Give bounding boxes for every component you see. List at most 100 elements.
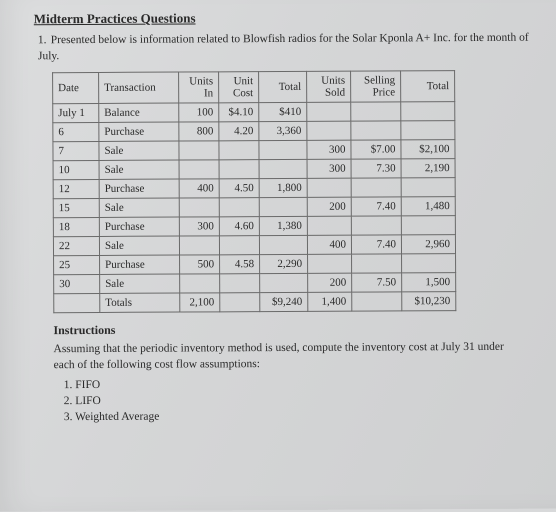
cell-transaction: Sale [99,160,179,179]
instructions-heading: Instructions [53,321,535,339]
cell-total-out: 1,500 [402,273,456,292]
cell-date [54,293,100,312]
cell-total-in: 1,380 [259,216,307,235]
cell-units-in [180,274,220,293]
cell-transaction: Sale [99,236,179,255]
cell-unit-cost: $4.10 [219,103,259,122]
cell-total-out [402,254,456,273]
cell-units-sold: 400 [307,235,351,254]
inventory-table: Date Transaction Units In Unit Cost Tota… [52,70,456,313]
col-units-in: Units In [179,72,219,103]
page-title: Midterm Practices Questions [34,9,534,28]
cell-date: 6 [53,122,99,141]
question-intro: 1. Presented below is information relate… [34,31,534,65]
cell-total-in [259,159,307,178]
cell-unit-cost: 4.60 [219,217,259,236]
col-units-sold: Units Sold [307,71,351,102]
cell-units-in [179,236,219,255]
table-row: 15Sale2007.401,480 [53,197,455,218]
cell-unit-cost [219,236,259,255]
cell-transaction: Balance [99,103,179,122]
cell-date: 22 [53,236,99,255]
cell-units-in [179,160,219,179]
cell-transaction: Purchase [100,255,180,274]
cell-total-in: $9,240 [260,292,308,311]
cell-total-out [401,102,455,121]
cell-units-sold [308,254,352,273]
instructions-text: Assuming that the periodic inventory met… [53,340,525,374]
cell-total-in: 2,290 [260,254,308,273]
cell-unit-cost [220,293,260,312]
table-row: 6Purchase8004.203,360 [53,121,455,142]
table-row: July 1Balance100$4.10$410 [53,102,455,123]
cell-units-sold: 200 [308,273,352,292]
cell-date: 7 [53,141,99,160]
col-date: Date [53,72,99,103]
cell-total-out [401,121,455,140]
col-unit-cost: Unit Cost [219,72,259,103]
option-weighted-average: 3. Weighted Average [64,409,536,423]
cell-transaction: Purchase [99,122,179,141]
cell-units-sold [307,178,351,197]
cell-units-in: 100 [179,103,219,122]
cell-selling-price: 7.30 [351,159,401,178]
cell-date: 15 [53,198,99,217]
cell-transaction: Totals [100,293,180,312]
option-fifo: 1. FIFO [64,377,536,391]
cell-unit-cost [219,160,259,179]
cell-units-in: 800 [179,122,219,141]
table-row: 30Sale 2007.501,500 [54,273,456,294]
cell-total-out: $2,100 [401,140,455,159]
col-transaction: Transaction [99,72,179,103]
cell-unit-cost [219,141,259,160]
cell-units-in: 300 [179,217,219,236]
question-text: Presented below is information related t… [38,32,529,62]
table-row: 18Purchase3004.601,380 [53,216,455,237]
cell-units-sold [307,216,351,235]
cell-date: 30 [54,274,100,293]
table-row: 12Purchase4004.501,800 [53,178,455,199]
cell-unit-cost: 4.58 [220,255,260,274]
cell-selling-price [352,254,402,273]
cell-date: July 1 [53,103,99,122]
cell-total-out: 2,960 [401,235,455,254]
cell-total-in: 3,360 [259,121,307,140]
table-row: 10Sale 3007.302,190 [53,159,455,180]
cell-total-out: 1,480 [401,197,455,216]
table-row: 7Sale 300$7.00$2,100 [53,140,455,161]
cell-total-out [401,178,455,197]
cell-selling-price [351,121,401,140]
cell-date: 25 [54,255,100,274]
cell-units-sold [307,121,351,140]
cell-total-in [259,140,307,159]
cell-units-sold: 300 [307,159,351,178]
cell-total-out [401,216,455,235]
cell-units-sold: 200 [307,197,351,216]
cell-transaction: Purchase [99,179,179,198]
col-total-out: Total [401,71,455,102]
cell-transaction: Purchase [99,217,179,236]
cell-total-in: $410 [259,102,307,121]
cell-selling-price: 7.50 [352,273,402,292]
cell-transaction: Sale [99,141,179,160]
cell-selling-price: $7.00 [351,140,401,159]
cell-units-sold [307,102,351,121]
cell-unit-cost: 4.20 [219,122,259,141]
cell-unit-cost: 4.50 [219,179,259,198]
cell-date: 18 [53,217,99,236]
cell-date: 10 [53,160,99,179]
col-selling-price: Selling Price [351,71,401,102]
cell-units-in: 2,100 [180,293,220,312]
cell-unit-cost [219,198,259,217]
cell-units-in: 400 [179,179,219,198]
cell-total-in [260,273,308,292]
cell-transaction: Sale [100,274,180,293]
cell-selling-price: 7.40 [351,197,401,216]
cell-units-sold: 300 [307,140,351,159]
cell-selling-price [351,102,401,121]
table-row: 25Purchase5004.582,290 [54,254,456,275]
cell-selling-price: 7.40 [351,235,401,254]
question-number: 1. [38,33,48,49]
table-row: 22Sale 4007.402,960 [53,235,455,256]
cell-total-out: 2,190 [401,159,455,178]
